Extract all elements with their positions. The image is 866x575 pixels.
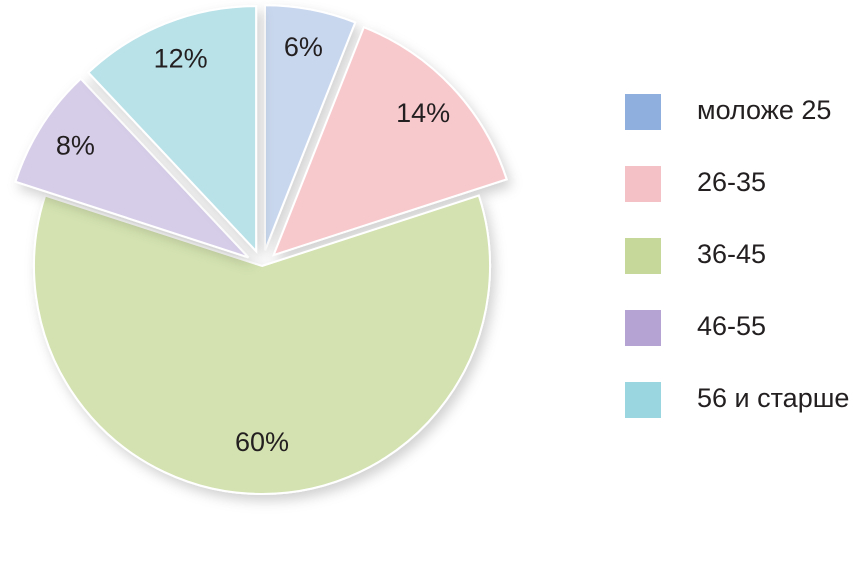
- slice-label: 60%: [235, 427, 289, 457]
- legend-label: 46-55: [697, 311, 766, 341]
- legend: моложе 25 26-35 36-45 46-55 56 и старше: [625, 94, 849, 418]
- legend-swatch: [625, 94, 661, 130]
- slice-label: 8%: [56, 131, 95, 161]
- pie-slice: [271, 25, 508, 257]
- slice-label: 14%: [396, 98, 450, 128]
- legend-label: 36-45: [697, 239, 766, 269]
- slice-label: 6%: [284, 32, 323, 62]
- legend-label: моложе 25: [697, 95, 831, 125]
- legend-label: 26-35: [697, 167, 766, 197]
- pie-slice: [263, 4, 357, 251]
- pie-slice: [33, 194, 491, 495]
- pie-slice: [86, 5, 258, 254]
- pie: 6% 14% 60% 8% 12%: [14, 4, 508, 495]
- slice-label: 12%: [154, 44, 208, 74]
- legend-swatch: [625, 238, 661, 274]
- legend-swatch: [625, 310, 661, 346]
- legend-swatch: [625, 382, 661, 418]
- legend-label: 56 и старше: [697, 383, 849, 413]
- legend-swatch: [625, 166, 661, 202]
- pie-slice: [14, 77, 250, 259]
